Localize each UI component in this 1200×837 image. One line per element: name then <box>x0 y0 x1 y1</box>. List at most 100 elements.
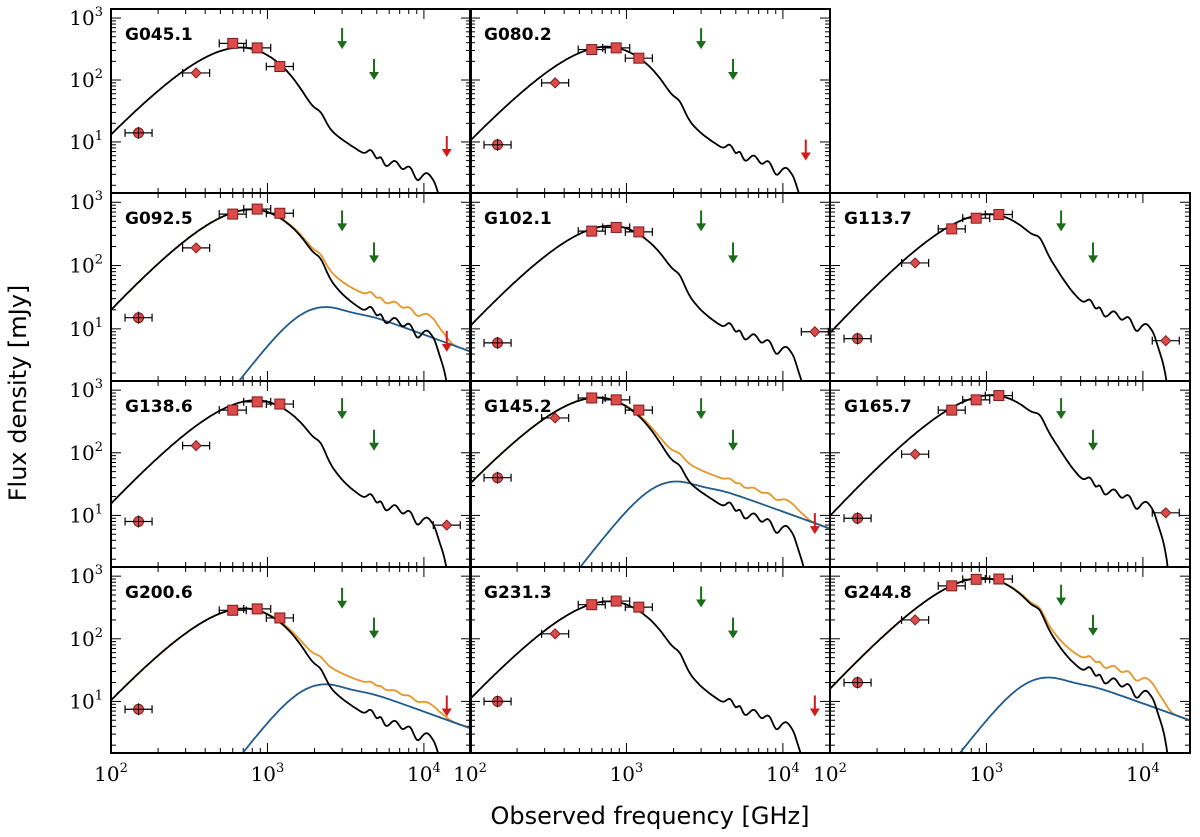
data-point <box>633 52 645 64</box>
model-plus-agn-curve <box>111 208 471 353</box>
curves <box>830 394 1169 567</box>
data-points <box>843 209 1180 347</box>
upper-limit-arrow <box>337 600 348 609</box>
panel-g138-6: G138.6 101 102 103 <box>69 377 472 568</box>
panel-label: G231.3 <box>484 583 552 603</box>
data-points <box>124 203 294 324</box>
data-point <box>909 614 921 626</box>
upper-limit-arrow <box>1088 442 1099 451</box>
data-point <box>227 404 239 416</box>
upper-limit-arrow <box>728 630 739 639</box>
dust-model-curve <box>111 607 439 753</box>
x-tick-label: 102 <box>453 761 487 786</box>
upper-limits <box>696 28 811 161</box>
data-point <box>549 628 561 640</box>
agn-component-curve <box>958 676 1190 753</box>
dust-model-curve <box>830 213 1168 381</box>
data-point <box>946 580 958 592</box>
x-tick-label: 102 <box>813 761 847 786</box>
y-tick-label: 102 <box>69 440 103 465</box>
panel-g231-3: G231.3 102 103 104 <box>453 566 831 786</box>
x-tick-label: 103 <box>610 761 644 786</box>
panel-g102-1: G102.1 <box>469 192 831 382</box>
upper-limit-arrow <box>1056 411 1067 420</box>
panel-g045-1: G045.1 101 102 103 <box>69 5 472 194</box>
x-tick-label: 104 <box>1126 761 1160 786</box>
agn-component-curve <box>579 480 830 567</box>
upper-limits <box>337 28 452 157</box>
upper-limit-arrow <box>369 71 380 80</box>
panel-g244-8: G244.8 102 103 104 <box>813 566 1191 786</box>
curves <box>111 46 440 193</box>
panel-g113-7: G113.7 <box>829 192 1191 382</box>
data-point <box>190 242 202 254</box>
upper-limit-arrow <box>337 223 348 232</box>
data-points <box>483 392 653 484</box>
data-point <box>274 398 286 410</box>
x-tick-label: 102 <box>94 761 128 786</box>
data-point <box>586 225 598 237</box>
y-tick-label: 101 <box>69 316 103 341</box>
panel-label: G045.1 <box>125 25 193 45</box>
upper-limits <box>1056 210 1099 264</box>
data-point <box>633 404 645 416</box>
data-point <box>909 448 921 460</box>
panel-label: G145.2 <box>484 397 552 417</box>
data-point <box>909 257 921 269</box>
upper-limit-arrow <box>441 343 452 352</box>
upper-limit-arrow <box>728 71 739 80</box>
dust-model-curve <box>470 45 800 193</box>
upper-limit-arrow <box>809 526 820 535</box>
data-point <box>549 412 561 424</box>
agn-component-curve <box>241 683 471 753</box>
data-points <box>843 390 1180 525</box>
x-tick-label: 103 <box>251 761 285 786</box>
panel-label: G080.2 <box>484 25 552 45</box>
upper-limit-arrow <box>441 708 452 717</box>
y-tick-label: 103 <box>69 5 103 30</box>
upper-limit-arrow <box>1056 597 1067 606</box>
upper-limit-arrow <box>441 148 452 157</box>
data-point <box>274 61 286 73</box>
data-points <box>124 603 294 716</box>
data-point <box>610 595 622 607</box>
x-tick-label: 104 <box>766 761 800 786</box>
panel-g200-6: G200.6 101 102 103 102 103 104 <box>69 563 472 786</box>
upper-limit-arrow <box>696 411 707 420</box>
curves <box>111 607 471 753</box>
panel-frame <box>829 566 1191 754</box>
upper-limit-arrow <box>728 442 739 451</box>
data-point <box>633 601 645 613</box>
data-point <box>549 77 561 89</box>
dust-model-curve <box>111 208 448 381</box>
data-points <box>124 396 461 531</box>
y-tick-label: 101 <box>69 502 103 527</box>
upper-limits <box>696 210 739 264</box>
panel-label: G102.1 <box>484 209 552 229</box>
panel-label: G165.7 <box>844 397 912 417</box>
upper-limit-arrow <box>369 630 380 639</box>
dust-model-curve <box>470 224 803 381</box>
panel-label: G113.7 <box>844 209 912 229</box>
data-point <box>946 404 958 416</box>
data-point <box>1160 334 1172 347</box>
y-tick-label: 103 <box>69 189 103 214</box>
x-tick-label: 103 <box>970 761 1004 786</box>
data-point <box>227 604 239 616</box>
upper-limits <box>337 210 452 352</box>
panel-g165-7: G165.7 <box>829 380 1191 568</box>
data-points <box>843 573 1013 689</box>
data-point <box>251 603 263 615</box>
data-point <box>274 207 286 219</box>
curves <box>111 208 471 381</box>
data-point <box>610 221 622 233</box>
upper-limit-arrow <box>369 442 380 451</box>
data-point <box>251 203 263 215</box>
y-tick-label: 102 <box>69 626 103 651</box>
upper-limit-arrow <box>728 255 739 264</box>
data-point <box>809 326 821 338</box>
upper-limit-arrow <box>809 708 820 717</box>
curves <box>470 600 802 753</box>
data-point <box>993 573 1005 585</box>
